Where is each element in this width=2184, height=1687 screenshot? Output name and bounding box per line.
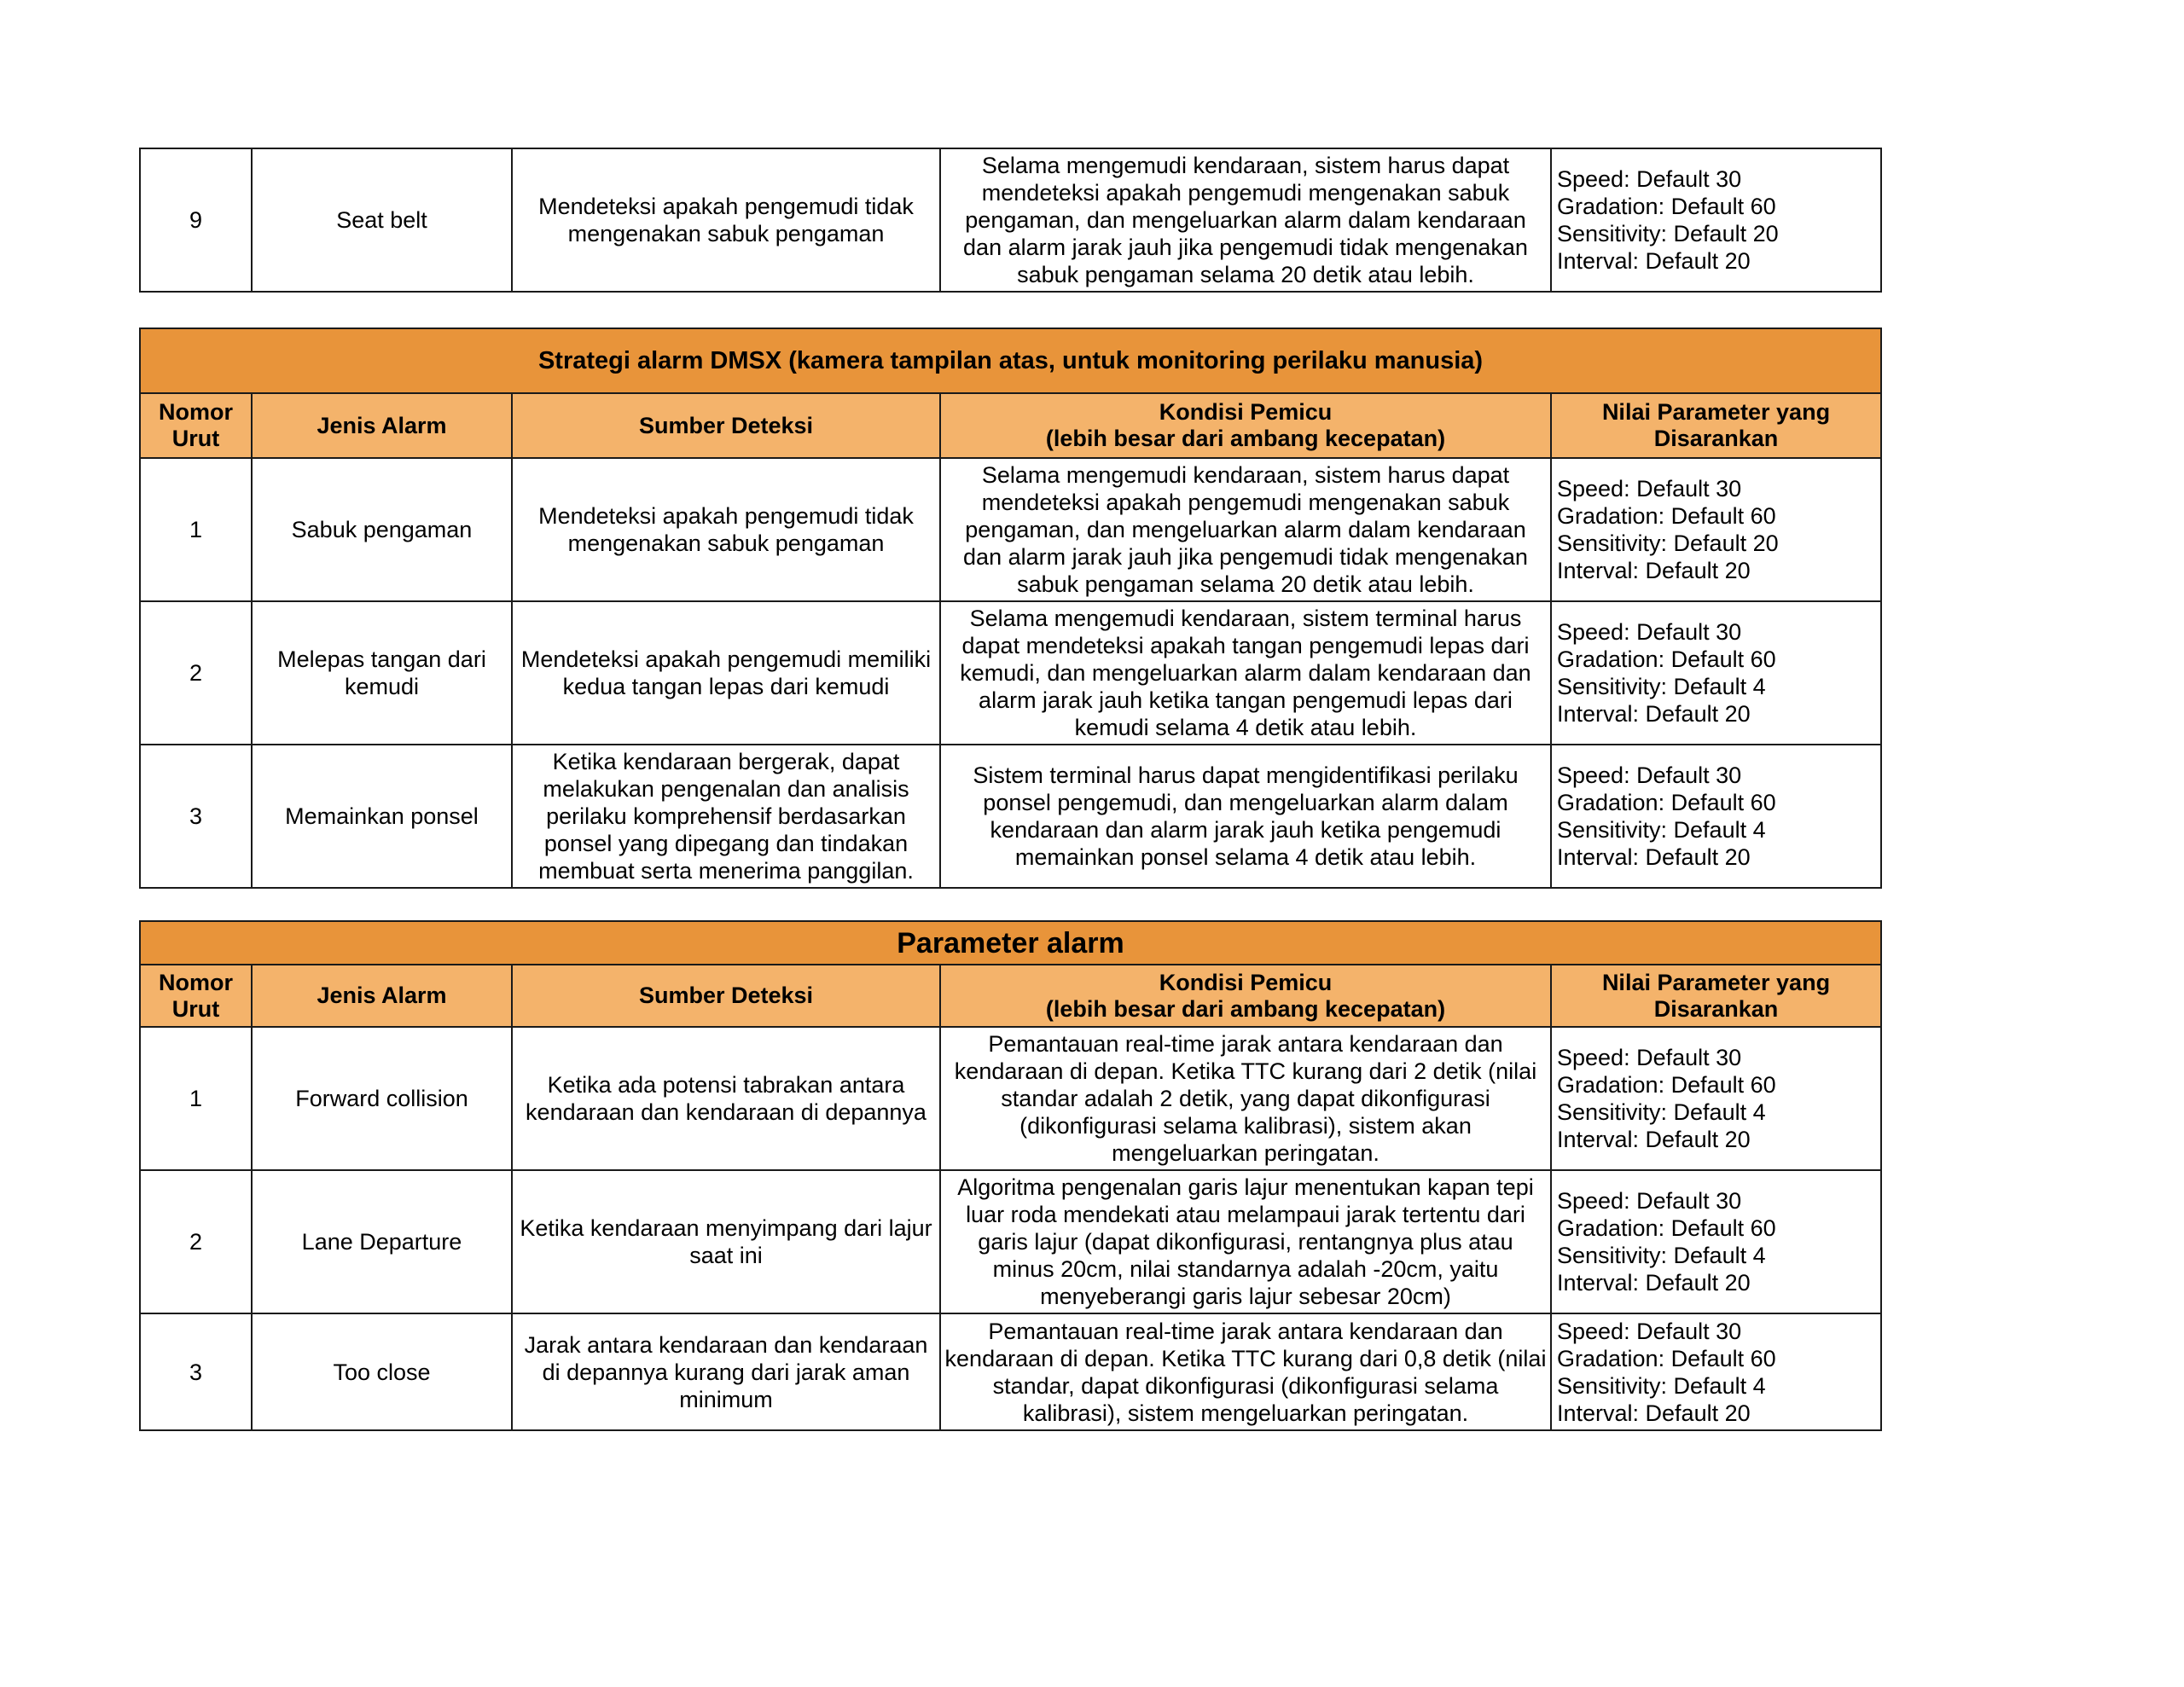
header-no: Nomor Urut	[139, 392, 253, 459]
header-kondisi-2: (lebih besar dari ambang kecepatan)	[1045, 426, 1446, 451]
param-line: Sensitivity: Default 4	[1557, 1099, 1766, 1125]
cell-params: Speed: Default 30 Gradation: Default 60 Se…	[1549, 457, 1883, 602]
table-title: Parameter alarm	[138, 920, 1883, 965]
table-row: 9 Seat belt Mendeteksi apakah pengemudi ti…	[139, 148, 1882, 293]
header-kondisi: Kondisi Pemicu (lebih besar dari ambang k…	[939, 392, 1552, 459]
parameter-alarm-table: Parameter alarm Nomor Urut Jenis Alarm S…	[138, 920, 1883, 1431]
header-row: Nomor Urut Jenis Alarm Sumber Deteksi Ko…	[139, 964, 1883, 1028]
cell-no: 3	[139, 744, 253, 889]
cell-jenis: Memainkan ponsel	[251, 744, 513, 889]
param-line: Gradation: Default 60	[1557, 790, 1776, 815]
cell-kondisi: Algoritma pengenalan garis lajur menentu…	[939, 1169, 1552, 1314]
param-line: Sensitivity: Default 4	[1557, 674, 1766, 699]
cell-params: Speed: Default 30 Gradation: Default 60 Se…	[1549, 1313, 1883, 1431]
header-sumber: Sumber Deteksi	[511, 964, 941, 1028]
table-row: 3 Too close Jarak antara kendaraan dan ken…	[139, 1313, 1883, 1431]
table-title: Strategi alarm DMSX (kamera tampilan ata…	[138, 328, 1883, 394]
table-row: 2 Melepas tangan dari kemudi Mendeteksi ap…	[139, 600, 1883, 745]
cell-no: 9	[139, 148, 253, 293]
cell-sumber: Mendeteksi apakah pengemudi tidak mengen…	[511, 457, 941, 602]
param-line: Gradation: Default 60	[1557, 194, 1776, 219]
cell-kondisi: Selama mengemudi kendaraan, sistem harus…	[939, 457, 1552, 602]
cell-kondisi: Pemantauan real-time jarak antara kendar…	[939, 1313, 1552, 1431]
cell-no: 1	[139, 457, 253, 602]
cell-jenis: Forward collision	[251, 1026, 513, 1171]
param-line: Speed: Default 30	[1557, 476, 1742, 501]
param-line: Sensitivity: Default 4	[1557, 817, 1766, 843]
param-line: Interval: Default 20	[1557, 844, 1751, 870]
param-line: Speed: Default 30	[1557, 1318, 1742, 1344]
cell-sumber: Ketika kendaraan menyimpang dari lajur s…	[511, 1169, 941, 1314]
table-row: 1 Sabuk pengaman Mendeteksi apakah pengemu…	[139, 457, 1883, 602]
cell-sumber: Ketika kendaraan bergerak, dapat melakuk…	[511, 744, 941, 889]
cell-sumber: Ketika ada potensi tabrakan antara kenda…	[511, 1026, 941, 1171]
table-row: 1 Forward collision Ketika ada potensi tab…	[139, 1026, 1883, 1171]
cell-jenis: Sabuk pengaman	[251, 457, 513, 602]
cell-sumber: Jarak antara kendaraan dan kendaraan di …	[511, 1313, 941, 1431]
cell-sumber: Mendeteksi apakah pengemudi memiliki ked…	[511, 600, 941, 745]
param-line: Interval: Default 20	[1557, 1400, 1751, 1426]
table-row: 2 Lane Departure Ketika kendaraan menyimpa…	[139, 1169, 1883, 1314]
cell-jenis: Melepas tangan dari kemudi	[251, 600, 513, 745]
param-line: Speed: Default 30	[1557, 166, 1742, 192]
cell-no: 1	[139, 1026, 253, 1171]
cell-no: 2	[139, 1169, 253, 1314]
param-line: Speed: Default 30	[1557, 762, 1742, 788]
param-line: Gradation: Default 60	[1557, 503, 1776, 529]
param-line: Gradation: Default 60	[1557, 1215, 1776, 1241]
param-line: Interval: Default 20	[1557, 1270, 1751, 1296]
param-line: Speed: Default 30	[1557, 619, 1742, 645]
header-sumber: Sumber Deteksi	[511, 392, 941, 459]
cell-jenis: Too close	[251, 1313, 513, 1431]
cell-jenis: Lane Departure	[251, 1169, 513, 1314]
header-nilai: Nilai Parameter yang Disarankan	[1549, 392, 1883, 459]
param-line: Interval: Default 20	[1557, 701, 1751, 727]
param-line: Speed: Default 30	[1557, 1045, 1742, 1070]
param-line: Gradation: Default 60	[1557, 1345, 1776, 1371]
header-kondisi-2: (lebih besar dari ambang kecepatan)	[1045, 995, 1446, 1022]
cell-no: 2	[139, 600, 253, 745]
header-kondisi-1: Kondisi Pemicu	[1159, 969, 1333, 995]
cell-no: 3	[139, 1313, 253, 1431]
param-line: Interval: Default 20	[1557, 248, 1751, 274]
dmsx-alarm-table: Strategi alarm DMSX (kamera tampilan ata…	[138, 328, 1883, 889]
param-line: Speed: Default 30	[1557, 1188, 1742, 1214]
cell-params: Speed: Default 30 Gradation: Default 60 Se…	[1549, 744, 1883, 889]
param-line: Sensitivity: Default 4	[1557, 1243, 1766, 1268]
param-line: Gradation: Default 60	[1557, 646, 1776, 672]
header-kondisi-1: Kondisi Pemicu	[1159, 399, 1333, 425]
param-line: Interval: Default 20	[1557, 1127, 1751, 1152]
header-row: Nomor Urut Jenis Alarm Sumber Deteksi Ko…	[139, 392, 1883, 459]
header-jenis: Jenis Alarm	[251, 964, 513, 1028]
cell-kondisi: Pemantauan real-time jarak antara kendar…	[939, 1026, 1552, 1171]
param-line: Sensitivity: Default 20	[1557, 221, 1779, 246]
cell-params: Speed: Default 30 Gradation: Default 60 Se…	[1549, 1026, 1883, 1171]
cell-sumber: Mendeteksi apakah pengemudi tidak mengen…	[511, 148, 941, 293]
cell-jenis: Seat belt	[251, 148, 513, 293]
param-line: Interval: Default 20	[1557, 558, 1751, 583]
param-line: Sensitivity: Default 20	[1557, 530, 1779, 556]
cell-kondisi: Selama mengemudi kendaraan, sistem termi…	[939, 600, 1552, 745]
header-no: Nomor Urut	[139, 964, 253, 1028]
param-line: Sensitivity: Default 4	[1557, 1372, 1766, 1399]
seat-belt-table: 9 Seat belt Mendeteksi apakah pengemudi ti…	[139, 148, 1882, 293]
header-jenis: Jenis Alarm	[251, 392, 513, 459]
cell-params: Speed: Default 30 Gradation: Default 60 Se…	[1549, 1169, 1883, 1314]
param-line: Gradation: Default 60	[1557, 1072, 1776, 1098]
cell-kondisi: Selama mengemudi kendaraan, sistem harus…	[939, 148, 1552, 293]
cell-kondisi: Sistem terminal harus dapat mengidentifi…	[939, 744, 1552, 889]
table-row: 3 Memainkan ponsel Ketika kendaraan berger…	[139, 744, 1883, 889]
cell-params: Speed: Default 30 Gradation: Default 60 Se…	[1550, 148, 1882, 293]
cell-params: Speed: Default 30 Gradation: Default 60 Se…	[1549, 600, 1883, 745]
header-kondisi: Kondisi Pemicu (lebih besar dari ambang k…	[939, 964, 1552, 1028]
header-nilai: Nilai Parameter yang Disarankan	[1549, 964, 1883, 1028]
